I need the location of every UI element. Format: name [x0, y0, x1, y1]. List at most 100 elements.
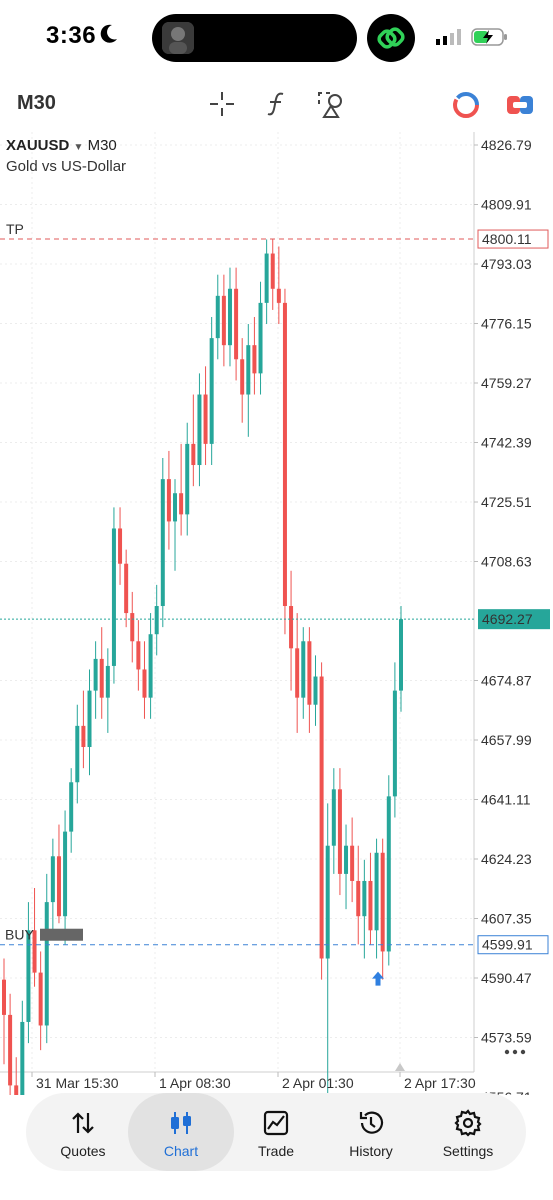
buy-volume-tag — [40, 928, 83, 941]
candle-body — [301, 641, 306, 698]
candle-body — [93, 658, 98, 691]
candle-body — [282, 302, 287, 607]
candle-body — [313, 676, 318, 705]
nav-history[interactable]: History — [321, 1093, 421, 1171]
candle-body — [166, 479, 171, 522]
one-click-trading-icon[interactable] — [452, 91, 480, 124]
dropdown-arrow-icon[interactable]: ▼ — [73, 142, 84, 153]
candle-body — [2, 979, 6, 1015]
nav-chart[interactable]: Chart — [128, 1093, 234, 1171]
time-tick-label: 2 Apr 17:30 — [404, 1075, 476, 1091]
candle-body — [75, 725, 80, 783]
candle-body — [185, 443, 190, 515]
candle-body — [295, 648, 300, 698]
more-icon — [504, 1049, 510, 1055]
candle-body — [319, 676, 324, 959]
candle-body — [173, 493, 178, 522]
buy-arrow-icon — [372, 971, 384, 986]
chart-icon — [171, 1112, 191, 1134]
candle-body — [26, 930, 31, 1022]
nav-label: Quotes — [60, 1143, 106, 1159]
candle-body — [154, 606, 159, 635]
current-price-label: 4692.27 — [482, 611, 533, 627]
candle-body — [368, 880, 373, 931]
candle-body — [240, 359, 245, 395]
trade-panel-icon[interactable] — [506, 93, 534, 122]
price-tick-label: 4556.71 — [481, 1089, 532, 1095]
nav-label: History — [349, 1143, 393, 1159]
candle-body — [337, 789, 342, 874]
candle-body — [246, 345, 251, 395]
candle-body — [252, 345, 257, 374]
timeframe-button[interactable]: M30 — [17, 92, 56, 114]
more-icon — [520, 1049, 526, 1055]
nav-trade[interactable]: Trade — [226, 1093, 326, 1171]
candle-body — [63, 831, 68, 917]
dynamic-island — [152, 14, 357, 62]
take-profit-label: TP — [6, 221, 24, 237]
symbol-description: Gold vs US-Dollar — [6, 158, 127, 175]
candle-body — [234, 288, 239, 360]
nav-label: Settings — [442, 1143, 494, 1159]
price-tick-label: 4657.99 — [481, 732, 532, 748]
candle-body — [344, 845, 349, 874]
candle-body — [276, 288, 281, 303]
chart-symbol: XAUUSD ▼ M30 — [6, 137, 117, 154]
candle-body — [160, 479, 165, 607]
crosshair-icon[interactable] — [208, 90, 236, 123]
candle-body — [81, 725, 86, 748]
candle-body — [350, 845, 355, 881]
settings-icon — [454, 1109, 482, 1137]
nav-label: Trade — [257, 1143, 295, 1159]
candle-body — [124, 563, 129, 614]
more-icon — [512, 1049, 518, 1055]
symbol-timeframe: M30 — [87, 137, 117, 154]
price-tick-label: 4624.23 — [481, 851, 532, 867]
link-activity-icon[interactable] — [367, 14, 415, 62]
candle-body — [50, 856, 55, 903]
candle-body — [14, 1085, 19, 1095]
candle-body — [307, 641, 312, 705]
candle-body — [8, 1014, 13, 1086]
nav-settings[interactable]: Settings — [418, 1093, 518, 1171]
candle-body — [380, 852, 385, 952]
candle-body — [356, 880, 361, 917]
candle-body — [20, 1021, 25, 1095]
candle-body — [209, 338, 214, 444]
price-tick-label: 4708.63 — [481, 554, 532, 570]
candle-body — [69, 782, 74, 832]
time-tick-label: 2 Apr 01:30 — [282, 1075, 354, 1091]
price-tick-label: 4590.47 — [481, 970, 532, 986]
price-tick-label: 4674.87 — [481, 673, 532, 689]
quotes-icon — [72, 1112, 94, 1134]
buy-line-price: 4599.91 — [482, 937, 533, 953]
price-tick-label: 4742.39 — [481, 435, 532, 451]
nav-quotes[interactable]: Quotes — [33, 1093, 133, 1171]
price-tick-label: 4809.91 — [481, 197, 532, 213]
candle-body — [215, 295, 220, 339]
current-price-tag — [478, 609, 550, 630]
candle-body — [270, 253, 275, 289]
objects-icon[interactable] — [316, 90, 346, 125]
candle-body — [191, 443, 196, 466]
candle-body — [392, 690, 397, 797]
candle-body — [111, 528, 116, 666]
candle-body — [331, 789, 336, 846]
candle-body — [148, 634, 153, 698]
moon-icon — [100, 24, 118, 49]
symbol-name: XAUUSD — [6, 137, 70, 154]
candle-body — [38, 972, 43, 1026]
candle-body — [203, 394, 208, 444]
candle-body — [362, 880, 367, 917]
candle-body — [130, 613, 135, 642]
candle-body — [44, 902, 49, 1026]
candle-body — [197, 394, 202, 466]
candle-body — [105, 665, 110, 698]
time-tick-label: 31 Mar 15:30 — [36, 1075, 119, 1091]
candle-body — [399, 619, 403, 691]
nav-label: Chart — [163, 1143, 199, 1159]
candle-body — [99, 658, 104, 698]
indicators-icon[interactable] — [265, 90, 289, 123]
buy-label: BUY — [5, 927, 34, 943]
